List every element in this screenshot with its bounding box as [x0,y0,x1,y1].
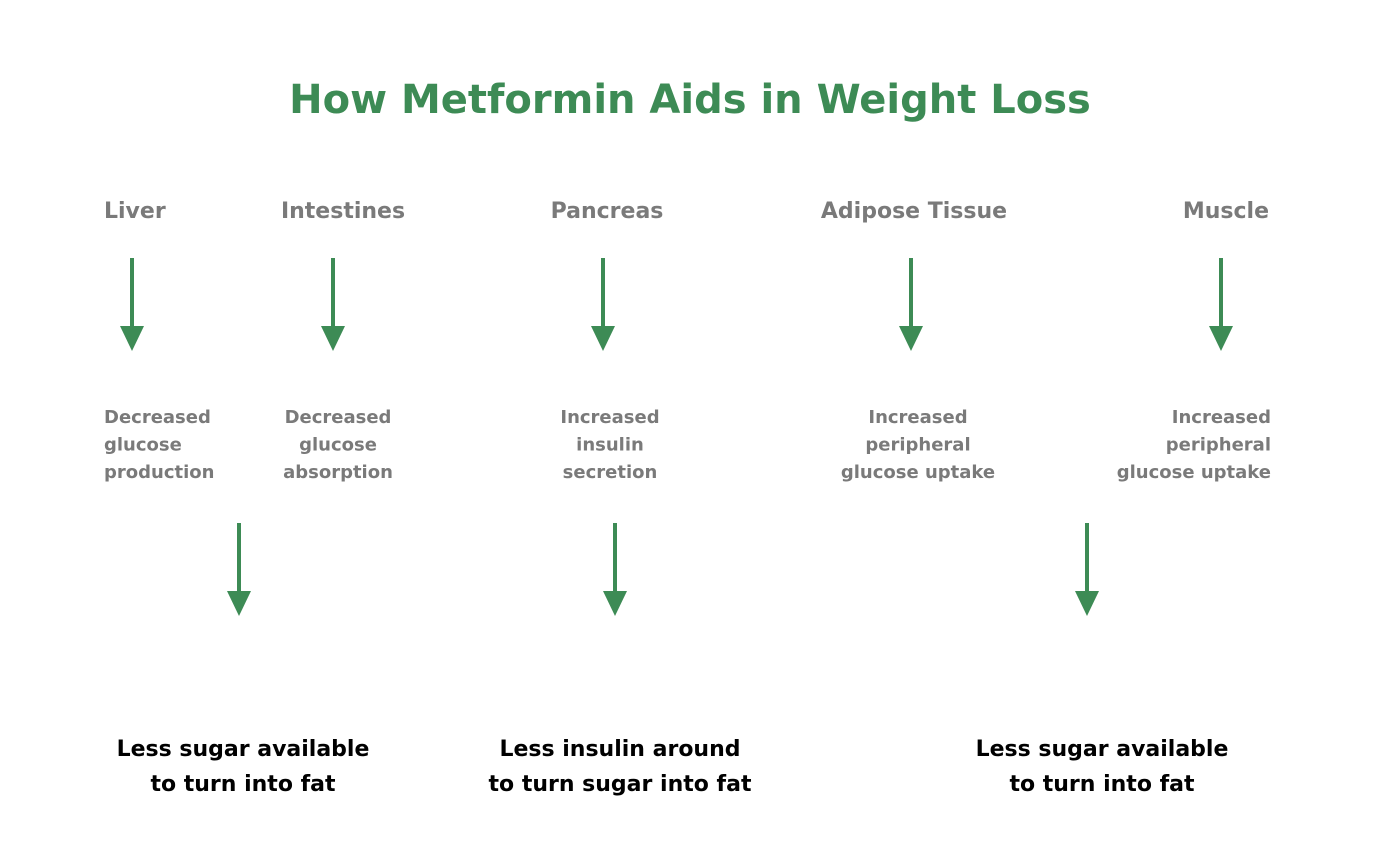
effect-text: Increased [560,407,659,428]
outcome-text: to turn into fat [1009,772,1195,797]
arrow [225,521,253,618]
effect-text: secretion [563,462,658,483]
outcome-text: to turn into fat [150,772,336,797]
effect-text: Increased [1172,407,1271,428]
effect-text: insulin [576,435,644,456]
arrow [897,256,925,353]
outcome-text: Less sugar available [976,737,1229,762]
arrow [589,256,617,353]
effect-text: absorption [283,462,393,483]
effect-text: production [104,462,214,483]
effect-text: peripheral [1166,435,1271,456]
arrow [319,256,347,353]
effect-text: glucose [104,435,182,456]
organ-label: Intestines [281,199,405,224]
arrow [118,256,146,353]
arrow [1207,256,1235,353]
effect-text: glucose uptake [841,462,995,483]
effect-text: glucose uptake [1117,462,1271,483]
outcome-text: Less insulin around [499,737,740,762]
effect-text: Decreased [285,407,392,428]
effect-text: glucose [299,435,377,456]
effect-text: Decreased [104,407,211,428]
organ-label: Liver [104,199,166,224]
organ-label: Pancreas [551,199,664,224]
organ-label: Adipose Tissue [821,199,1007,224]
title: How Metformin Aids in Weight Loss [289,77,1091,123]
outcome-text: Less sugar available [117,737,370,762]
effect-text: Increased [868,407,967,428]
arrow [1073,521,1101,618]
effect-text: peripheral [865,435,970,456]
organ-label: Muscle [1183,199,1269,224]
outcome-text: to turn sugar into fat [489,772,752,797]
arrow [601,521,629,618]
